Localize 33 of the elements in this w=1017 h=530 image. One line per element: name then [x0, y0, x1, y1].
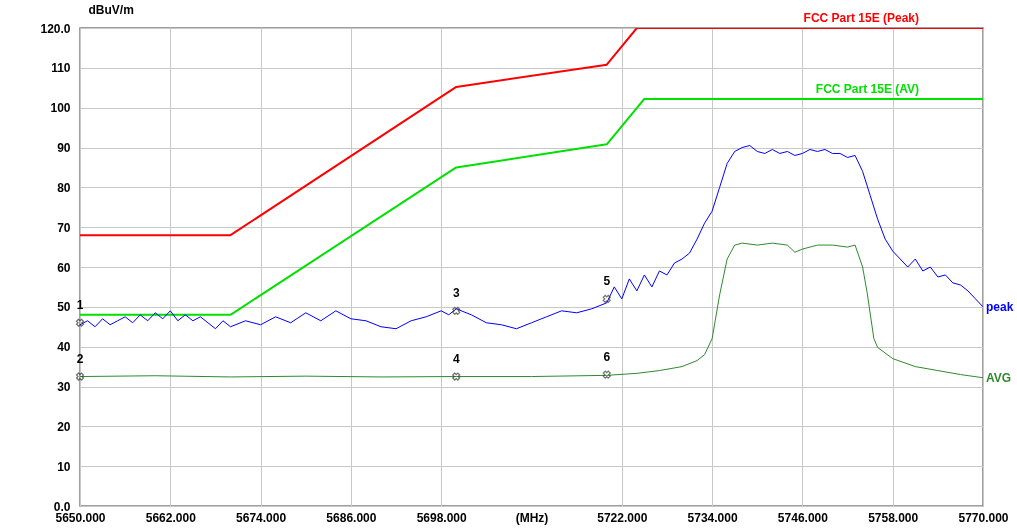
- annotation: 2: [76, 351, 84, 366]
- y-tick-label: 10: [57, 459, 71, 474]
- x-tick-label: 5662.000: [145, 510, 197, 525]
- y-axis-title: dBuV/m: [88, 2, 134, 17]
- y-tick-label: 70: [57, 220, 71, 235]
- series-label: FCC Part 15E (Peak): [803, 11, 919, 25]
- annotation: 3: [452, 285, 460, 300]
- series-label: FCC Part 15E (AV): [815, 81, 919, 96]
- annotation: 1: [76, 297, 84, 312]
- annotation: 6: [603, 349, 611, 364]
- x-tick-label: 5758.000: [868, 510, 919, 525]
- x-tick-label: 5674.000: [236, 510, 287, 525]
- x-tick-label: 5686.000: [326, 510, 377, 525]
- series-label: AVG: [986, 370, 1012, 385]
- y-tick-label: 90: [57, 141, 71, 155]
- y-tick-label: 110: [51, 61, 71, 76]
- y-tick-label: 40: [57, 340, 71, 355]
- x-tick-label: 5722.000: [597, 510, 648, 525]
- y-tick-label: 60: [57, 260, 71, 275]
- x-tick-label: 5746.000: [777, 510, 829, 525]
- y-tick-label: 50: [57, 300, 71, 315]
- series-label: peak: [986, 299, 1014, 314]
- y-tick-label: 120.0: [40, 21, 71, 36]
- y-tick-label: 80: [57, 180, 71, 195]
- annotation: 4: [452, 351, 460, 366]
- y-tick-label: 20: [57, 419, 71, 434]
- y-tick-label: 30: [57, 380, 71, 394]
- annotation: 5: [603, 273, 611, 288]
- x-tick-label: 5770.000: [958, 510, 1009, 525]
- x-tick-label: 5734.000: [687, 510, 738, 525]
- x-tick-label: 5698.000: [416, 510, 468, 525]
- x-axis-title: (MHz): [515, 510, 549, 525]
- y-tick-label: 100: [50, 101, 71, 116]
